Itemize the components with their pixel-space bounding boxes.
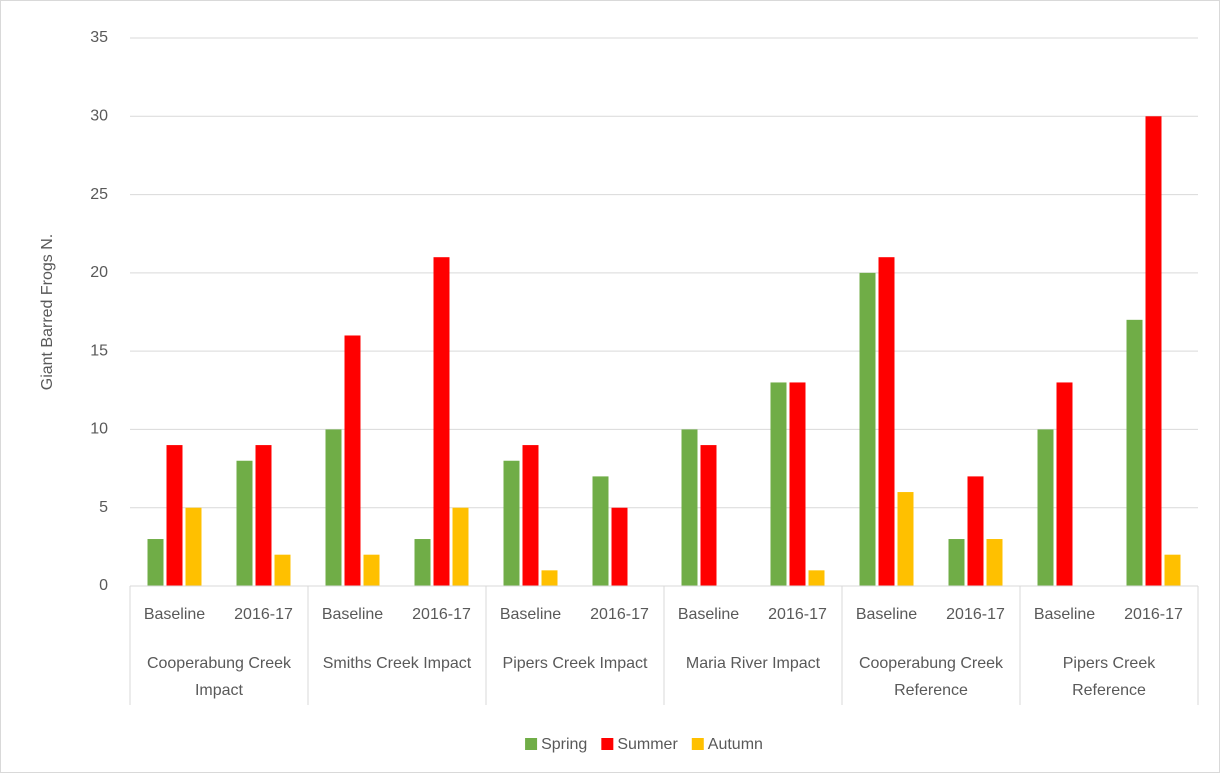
bar: [859, 272, 876, 586]
bar: [1164, 554, 1181, 586]
bar: [700, 445, 717, 586]
y-tick-label: 35: [90, 29, 108, 46]
y-tick-label: 15: [90, 342, 108, 359]
group-label: Smiths Creek Impact: [322, 655, 472, 672]
bar: [274, 554, 291, 586]
x-tick-label: 2016-17: [412, 606, 471, 623]
group-label: Cooperabung Creek Reference: [858, 655, 1004, 699]
y-axis-title: Giant Barred Frogs N.: [39, 234, 56, 391]
x-tick-label: 2016-17: [768, 606, 827, 623]
y-tick-label: 20: [90, 264, 108, 281]
bar: [878, 257, 895, 586]
bar: [1126, 319, 1143, 586]
bar: [611, 507, 628, 586]
group-label: Pipers Creek Impact: [502, 655, 648, 672]
bar: [1145, 116, 1162, 587]
bar: [452, 507, 469, 586]
x-tick-label: 2016-17: [946, 606, 1005, 623]
bar: [1056, 382, 1073, 586]
legend-swatch: [691, 738, 704, 750]
bar: [967, 476, 984, 586]
bar: [325, 429, 342, 586]
bar: [363, 554, 380, 586]
group-label: Maria River Impact: [685, 655, 821, 672]
legend-label: Spring: [541, 736, 587, 753]
bar: [147, 539, 164, 586]
x-tick-label: Baseline: [322, 606, 383, 623]
y-tick-label: 10: [90, 421, 108, 438]
group-label: Cooperabung Creek Impact: [146, 655, 292, 699]
bar: [770, 382, 787, 586]
bar: [414, 539, 431, 586]
bar: [789, 382, 806, 586]
bar: [808, 570, 825, 586]
bar: [503, 460, 520, 586]
bar: [433, 257, 450, 586]
x-tick-label: Baseline: [500, 606, 561, 623]
x-tick-label: 2016-17: [590, 606, 649, 623]
x-tick-label: 2016-17: [1124, 606, 1183, 623]
x-tick-label: Baseline: [144, 606, 205, 623]
bar: [541, 570, 558, 586]
bar: [592, 476, 609, 586]
bar: [522, 445, 539, 586]
bar: [255, 445, 272, 586]
bar: [166, 445, 183, 586]
bar: [185, 507, 202, 586]
legend-label: Summer: [617, 736, 678, 753]
bar: [681, 429, 698, 586]
bar: [236, 460, 253, 586]
x-tick-label: Baseline: [678, 606, 739, 623]
bar: [897, 492, 914, 586]
x-tick-label: Baseline: [856, 606, 917, 623]
legend-swatch: [601, 738, 614, 750]
x-tick-label: 2016-17: [234, 606, 293, 623]
bar: [344, 335, 361, 586]
y-tick-label: 0: [99, 577, 108, 594]
legend-swatch: [525, 738, 538, 750]
y-tick-label: 25: [90, 186, 108, 203]
group-label: Pipers Creek Reference: [1062, 655, 1156, 699]
y-tick-label: 30: [90, 108, 108, 125]
bar: [986, 539, 1003, 586]
bar: [948, 539, 965, 586]
legend-label: Autumn: [708, 736, 763, 753]
bar: [1037, 429, 1054, 586]
x-tick-label: Baseline: [1034, 606, 1095, 623]
y-tick-label: 5: [99, 499, 108, 516]
